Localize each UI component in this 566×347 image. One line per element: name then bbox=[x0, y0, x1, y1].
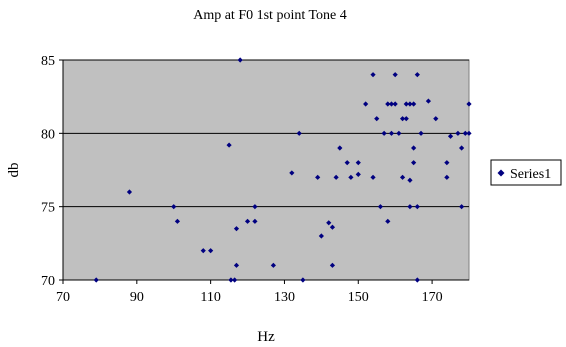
data-point bbox=[363, 101, 369, 107]
data-point bbox=[377, 204, 384, 210]
data-point bbox=[233, 226, 240, 232]
data-point bbox=[232, 277, 238, 283]
data-point bbox=[459, 145, 465, 151]
data-point bbox=[318, 233, 324, 239]
data-point bbox=[399, 116, 406, 122]
data-point bbox=[411, 101, 417, 107]
data-point bbox=[411, 160, 417, 166]
plot-area bbox=[62, 59, 470, 281]
data-point bbox=[433, 116, 439, 122]
data-point bbox=[418, 130, 424, 136]
data-point bbox=[200, 248, 206, 254]
x-axis-ticks: 70 90 110 130 150 170 bbox=[56, 280, 443, 305]
data-point bbox=[399, 174, 406, 180]
y-axis-title: db bbox=[6, 163, 22, 178]
x-tick-label: 70 bbox=[56, 290, 70, 305]
x-tick-label: 170 bbox=[422, 290, 443, 305]
data-point bbox=[388, 130, 395, 136]
data-point bbox=[326, 220, 332, 226]
data-point bbox=[237, 57, 243, 63]
data-point bbox=[396, 130, 402, 136]
data-point bbox=[459, 204, 465, 210]
y-tick-label: 80 bbox=[41, 127, 55, 142]
x-tick-label: 150 bbox=[348, 290, 369, 305]
data-point bbox=[403, 116, 409, 122]
data-point bbox=[296, 130, 302, 136]
data-point bbox=[455, 130, 461, 136]
data-point bbox=[407, 101, 413, 107]
x-tick-label: 110 bbox=[200, 290, 220, 305]
y-tick-label: 70 bbox=[41, 274, 55, 289]
y-tick-label: 75 bbox=[41, 201, 55, 216]
data-point bbox=[270, 262, 276, 268]
data-point bbox=[447, 133, 454, 139]
data-point bbox=[444, 160, 450, 166]
data-point bbox=[466, 101, 472, 107]
x-axis-title: Hz bbox=[257, 329, 275, 345]
data-point bbox=[337, 145, 343, 151]
data-point bbox=[370, 174, 376, 180]
data-point bbox=[329, 224, 336, 230]
axes bbox=[62, 60, 469, 281]
x-tick-label: 90 bbox=[130, 290, 144, 305]
data-point bbox=[370, 72, 376, 78]
data-point bbox=[444, 174, 450, 180]
data-point bbox=[252, 218, 258, 224]
data-point bbox=[411, 145, 417, 151]
data-points bbox=[93, 57, 472, 283]
data-point bbox=[329, 262, 336, 268]
data-point bbox=[355, 171, 361, 177]
data-point bbox=[252, 204, 258, 210]
data-point bbox=[348, 174, 354, 180]
y-axis-ticks: 70 75 80 85 bbox=[41, 54, 63, 289]
data-point bbox=[344, 160, 350, 166]
data-point bbox=[425, 98, 431, 104]
legend-marker-series1 bbox=[497, 169, 505, 177]
legend-box bbox=[490, 159, 562, 186]
data-point bbox=[392, 72, 398, 78]
data-point bbox=[93, 277, 99, 283]
data-point bbox=[414, 204, 420, 210]
data-point bbox=[466, 130, 472, 136]
data-point bbox=[174, 218, 181, 224]
data-point bbox=[392, 101, 398, 107]
data-point bbox=[407, 177, 413, 183]
data-point bbox=[289, 170, 295, 176]
chart-title: Amp at F0 1st point Tone 4 bbox=[193, 8, 347, 23]
data-point bbox=[315, 174, 321, 180]
data-point bbox=[333, 174, 339, 180]
data-point bbox=[414, 277, 420, 283]
data-point bbox=[355, 160, 361, 166]
data-point bbox=[171, 204, 177, 210]
data-point bbox=[414, 72, 420, 78]
data-point bbox=[403, 101, 409, 107]
x-tick-label: 130 bbox=[274, 290, 295, 305]
legend: Series1 bbox=[490, 159, 562, 186]
legend-label-series1: Series1 bbox=[510, 167, 551, 182]
data-point bbox=[381, 130, 387, 136]
data-point bbox=[126, 189, 133, 195]
data-point bbox=[385, 218, 391, 224]
data-point bbox=[407, 204, 413, 210]
data-point bbox=[385, 101, 391, 107]
data-point bbox=[208, 248, 214, 254]
data-point bbox=[233, 262, 240, 268]
data-point bbox=[228, 277, 234, 283]
data-point bbox=[226, 142, 232, 148]
data-point bbox=[462, 130, 468, 136]
data-point bbox=[374, 116, 380, 122]
data-point bbox=[244, 218, 251, 224]
data-point bbox=[388, 101, 395, 107]
y-tick-label: 85 bbox=[41, 54, 55, 69]
data-point bbox=[300, 277, 306, 283]
